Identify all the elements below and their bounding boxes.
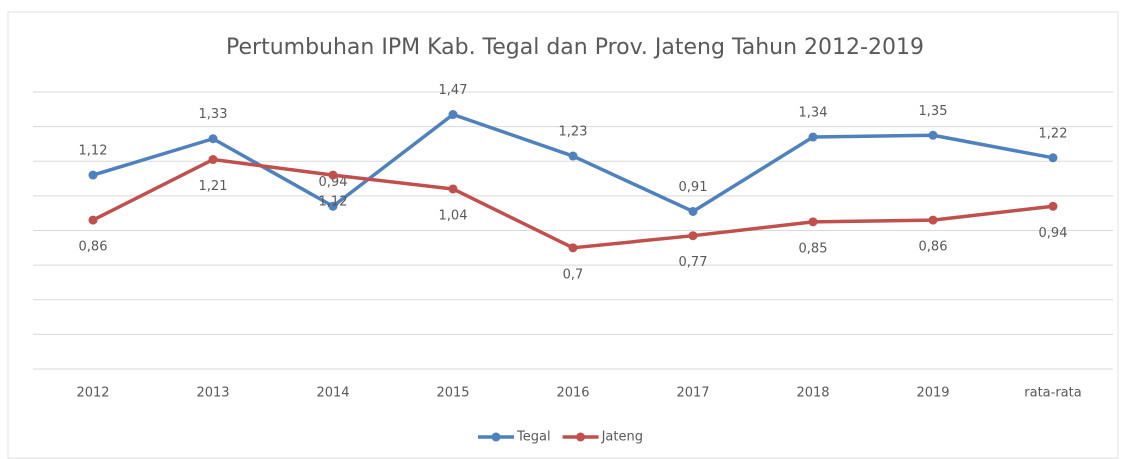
x-tick-label: rata-rata [1024, 386, 1081, 401]
x-tick-label: 2017 [676, 386, 709, 401]
x-tick-label: 2013 [196, 386, 229, 401]
legend-marker [576, 432, 586, 442]
data-label: 1,35 [919, 104, 948, 119]
data-point [688, 206, 698, 216]
data-label: 0,94 [1039, 226, 1068, 241]
data-point [1048, 201, 1058, 211]
legend-label: Jateng [601, 430, 643, 445]
data-point [448, 110, 458, 120]
data-point [1048, 153, 1058, 163]
data-label: 0,86 [919, 240, 948, 255]
data-point [328, 201, 338, 211]
data-label: 1,34 [799, 106, 828, 121]
data-point [568, 151, 578, 161]
x-tick-label: 2018 [796, 386, 829, 401]
data-point [568, 243, 578, 253]
data-label: 1,23 [559, 125, 588, 140]
data-point [208, 155, 218, 165]
data-point [808, 132, 818, 142]
data-label: 1,04 [439, 208, 468, 223]
x-tick-label: 2015 [436, 386, 469, 401]
legend-label: Tegal [516, 430, 551, 445]
data-label: 0,91 [679, 180, 708, 195]
data-label: 1,12 [79, 144, 108, 159]
data-label: 0,86 [79, 240, 108, 255]
chart-border [7, 11, 1119, 459]
data-label: 1,22 [1039, 126, 1068, 141]
data-label: 0,85 [799, 241, 828, 256]
data-label: 0,94 [319, 175, 348, 190]
data-label: 1,21 [199, 179, 228, 194]
data-point [928, 130, 938, 140]
data-point [928, 215, 938, 225]
data-label: 1,12 [319, 195, 348, 210]
x-tick-label: 2019 [916, 386, 949, 401]
chart-title: Pertumbuhan IPM Kab. Tegal dan Prov. Jat… [226, 35, 924, 60]
data-label: 0,77 [679, 255, 708, 270]
data-point [688, 231, 698, 241]
data-point [448, 184, 458, 194]
data-point [88, 215, 98, 225]
x-tick-label: 2014 [316, 386, 349, 401]
data-point [328, 170, 338, 180]
data-label: 1,47 [439, 83, 468, 98]
data-label: 0,7 [563, 267, 584, 282]
data-point [208, 134, 218, 144]
data-point [88, 170, 98, 180]
data-point [808, 217, 818, 227]
x-tick-label: 2016 [556, 386, 589, 401]
data-label: 1,33 [199, 107, 228, 122]
legend-marker [491, 432, 501, 442]
x-tick-label: 2012 [76, 386, 109, 401]
